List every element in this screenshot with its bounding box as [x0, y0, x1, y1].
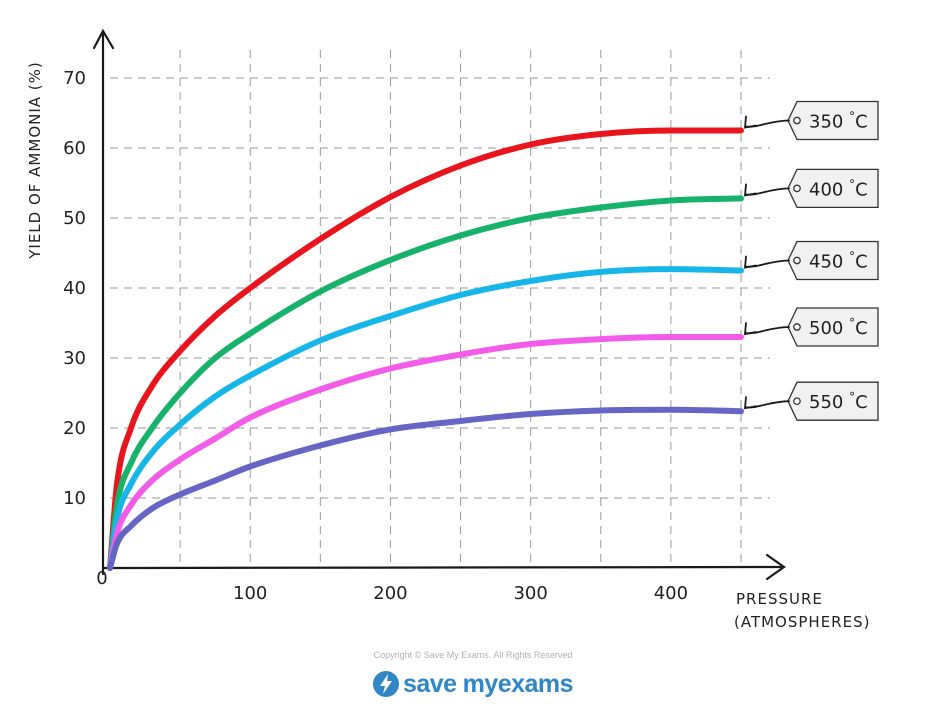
tag-box	[787, 100, 879, 141]
series-label: 450 °C	[809, 250, 868, 273]
series-line-350	[107, 127, 744, 571]
series-line-450	[107, 266, 744, 571]
brand-word-exams: exams	[497, 670, 574, 698]
series-tag-400: 400 °C	[743, 168, 879, 209]
series-label: 350 °C	[809, 110, 868, 133]
x-axis-title-line-2: (ATMOSPHERES)	[734, 613, 870, 631]
y-axis-title: YIELD OF AMMONIA (%)	[26, 61, 44, 260]
series-tag-350: 350 °C	[743, 100, 879, 141]
tag-box	[787, 381, 879, 421]
series-label: 500 °C	[809, 316, 868, 339]
tag-box	[787, 307, 879, 347]
copyright-notice: Copyright © Save My Exams. All Rights Re…	[373, 650, 573, 660]
y-tick-label: 40	[63, 278, 86, 299]
tag-hole	[793, 397, 801, 406]
tag-arrowhead	[743, 396, 757, 410]
x-tick-label: 0	[96, 568, 107, 589]
tag-box	[787, 168, 879, 209]
series-label: 400 °C	[809, 177, 868, 200]
brand-word-save: save	[402, 670, 457, 698]
y-tick-label: 30	[63, 348, 86, 369]
x-tick-label: 400	[654, 583, 688, 604]
y-tick-label: 10	[63, 488, 86, 509]
tag-hole	[793, 256, 801, 265]
axes	[92, 28, 786, 581]
brand-word-my: my	[462, 670, 499, 698]
series-label: 550 °C	[809, 390, 868, 413]
series-tag-550: 550 °C	[743, 381, 879, 421]
series-tags: 350 °C 400 °C 450 °C 500 °C 550 °C	[743, 100, 879, 421]
tick-labels: 10 20 30 40 50 60 70 0 100 200 300 400	[63, 68, 688, 604]
x-tick-label: 300	[513, 583, 547, 604]
y-tick-label: 60	[63, 138, 86, 159]
tag-arrowhead	[743, 322, 757, 336]
series-tag-450: 450 °C	[743, 240, 879, 281]
y-tick-label: 70	[63, 68, 86, 89]
series-line-400	[107, 195, 744, 571]
yield-chart: 10 20 30 40 50 60 70 0 100 200 300 400 350 °C 400 °C…	[26, 28, 879, 631]
x-axis-title-line-1: PRESSURE	[736, 590, 823, 608]
series-tag-500: 500 °C	[743, 307, 879, 347]
x-tick-label: 100	[233, 583, 267, 604]
tag-hole	[793, 184, 801, 193]
x-axis-line	[101, 565, 784, 570]
tag-box	[787, 240, 879, 281]
series-line-500	[107, 334, 744, 571]
grid	[110, 50, 770, 568]
x-axis-arrowhead	[765, 553, 786, 581]
tag-arrowhead	[743, 115, 757, 129]
tag-arrowhead	[743, 255, 757, 269]
y-tick-label: 50	[63, 208, 86, 229]
tag-arrowhead	[743, 183, 757, 197]
brand-logo: save myexams	[0, 670, 946, 699]
series-line-550	[107, 406, 744, 571]
tag-hole	[793, 116, 801, 125]
tag-hole	[793, 323, 801, 331]
series-lines	[107, 127, 744, 571]
x-tick-label: 200	[373, 583, 407, 604]
lightning-bolt-icon	[372, 671, 399, 697]
y-axis-arrowhead	[92, 28, 115, 50]
y-tick-label: 20	[63, 418, 86, 439]
